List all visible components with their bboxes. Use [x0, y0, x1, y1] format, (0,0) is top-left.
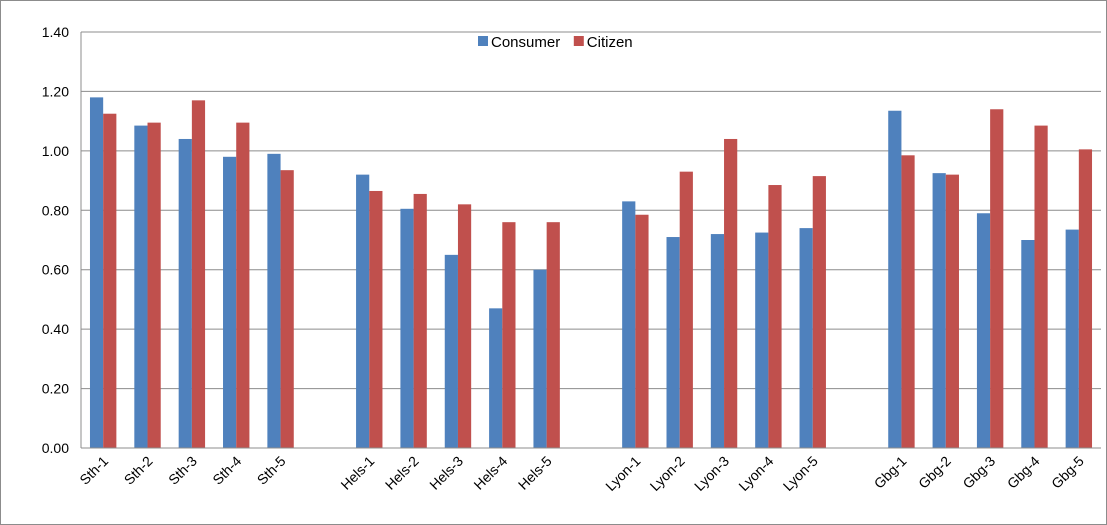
bar-citizen-sth-4 [236, 122, 250, 448]
bar-citizen-sth-5 [280, 170, 294, 449]
legend-swatch-citizen [573, 36, 584, 46]
bar-citizen-lyon-3 [724, 138, 738, 448]
bar-consumer-gbg-5 [1065, 229, 1079, 448]
x-tick-label: Gbg-4 [1004, 453, 1043, 492]
bar-citizen-sth-1 [103, 113, 117, 449]
y-tick-label: 0.40 [42, 321, 69, 337]
bar-citizen-hels-3 [457, 204, 472, 448]
y-tick-label: 1.20 [42, 83, 69, 99]
bar-consumer-lyon-3 [710, 234, 725, 448]
bar-consumer-lyon-4 [755, 232, 769, 448]
bar-citizen-gbg-3 [990, 109, 1004, 448]
x-tick-label: Hels-4 [470, 453, 510, 493]
x-tick-label: Hels-5 [515, 453, 555, 493]
legend-label-consumer: Consumer [491, 34, 560, 51]
x-tick-label: Lyon-5 [780, 453, 821, 494]
x-tick-label: Gbg-1 [871, 453, 910, 492]
bar-consumer-sth-2 [134, 125, 148, 448]
bar-consumer-hels-5 [533, 269, 547, 448]
x-tick-label: Lyon-4 [735, 453, 776, 494]
bar-consumer-sth-4 [223, 156, 237, 449]
bar-citizen-sth-2 [147, 122, 161, 448]
bar-consumer-hels-4 [489, 308, 503, 448]
x-tick-label: Gbg-3 [959, 453, 998, 492]
axes [80, 32, 1101, 449]
y-tick-label: 1.40 [42, 24, 69, 40]
bar-citizen-lyon-4 [768, 185, 782, 448]
bar-consumer-gbg-4 [1021, 240, 1035, 448]
bars [89, 97, 1093, 449]
bar-citizen-hels-2 [413, 193, 427, 448]
x-tick-label: Sth-4 [209, 453, 244, 488]
x-tick-label: Lyon-2 [647, 453, 688, 494]
bar-consumer-gbg-2 [932, 173, 946, 448]
x-tick-label: Gbg-5 [1048, 453, 1087, 492]
bar-citizen-gbg-2 [945, 174, 959, 448]
y-tick-label: 1.00 [42, 143, 69, 159]
x-tick-label: Gbg-2 [915, 453, 954, 492]
gridlines [81, 31, 1101, 390]
bar-consumer-sth-1 [89, 97, 104, 449]
bar-citizen-hels-1 [369, 190, 383, 448]
bar-citizen-gbg-5 [1078, 149, 1093, 448]
bar-citizen-lyon-5 [812, 176, 826, 449]
y-tick-labels: 0.00 0.20 0.40 0.60 0.80 1.00 1.20 1.40 [42, 24, 69, 456]
x-tick-label: Hels-3 [426, 453, 466, 493]
legend-swatch-consumer [478, 36, 488, 46]
x-tick-label: Sth-3 [165, 453, 200, 488]
x-tick-label: Lyon-3 [691, 453, 732, 494]
bar-consumer-lyon-2 [666, 237, 680, 448]
bar-citizen-sth-3 [191, 100, 206, 448]
bar-consumer-sth-3 [178, 138, 192, 448]
y-tick-label: 0.60 [42, 262, 69, 278]
bar-consumer-lyon-1 [622, 201, 636, 448]
x-tick-label: Hels-1 [337, 453, 377, 493]
y-tick-label: 0.80 [42, 202, 69, 218]
bar-citizen-hels-5 [546, 222, 560, 448]
bar-citizen-gbg-4 [1034, 125, 1048, 448]
bar-consumer-hels-2 [400, 208, 414, 448]
x-tick-label: Sth-2 [121, 453, 156, 488]
bar-consumer-sth-5 [267, 153, 281, 448]
x-tick-label: Lyon-1 [602, 453, 643, 494]
x-tick-label: Sth-1 [76, 453, 111, 488]
x-tick-label: Hels-2 [382, 453, 422, 493]
bar-consumer-gbg-3 [976, 213, 991, 448]
y-tick-label: 0.20 [42, 381, 69, 397]
bar-citizen-hels-4 [502, 222, 516, 448]
y-tick-label: 0.00 [42, 440, 69, 456]
x-tick-labels: Sth-1 Sth-2 Sth-3 Sth-4 Sth-5 Hels-1 Hels-2 Hel… [76, 453, 1087, 494]
bar-consumer-hels-1 [356, 174, 370, 448]
bar-consumer-lyon-5 [799, 228, 813, 448]
bar-citizen-lyon-2 [679, 171, 693, 448]
bar-consumer-hels-3 [444, 254, 458, 448]
bar-citizen-lyon-1 [635, 214, 649, 448]
bar-citizen-gbg-1 [901, 155, 915, 448]
legend: Consumer Citizen [478, 34, 633, 51]
bar-consumer-gbg-1 [888, 110, 902, 449]
legend-label-citizen: Citizen [587, 34, 633, 51]
x-tick-label: Sth-5 [254, 453, 289, 488]
